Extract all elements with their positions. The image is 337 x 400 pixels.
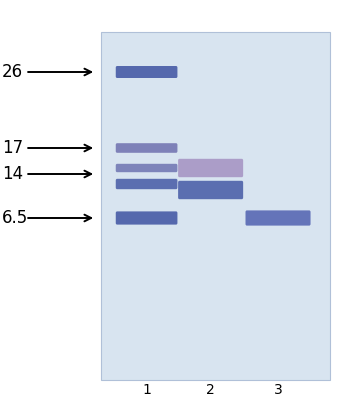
- FancyBboxPatch shape: [116, 211, 177, 225]
- FancyBboxPatch shape: [116, 164, 177, 172]
- FancyBboxPatch shape: [116, 179, 177, 189]
- Text: 1: 1: [142, 383, 151, 397]
- Text: 6.5: 6.5: [2, 209, 28, 227]
- FancyBboxPatch shape: [116, 143, 177, 153]
- FancyBboxPatch shape: [178, 181, 243, 199]
- FancyBboxPatch shape: [101, 32, 330, 380]
- FancyBboxPatch shape: [116, 66, 177, 78]
- Text: 26: 26: [2, 63, 23, 81]
- Text: 14: 14: [2, 165, 23, 183]
- FancyBboxPatch shape: [178, 159, 243, 177]
- Text: 17: 17: [2, 139, 23, 157]
- Text: 2: 2: [206, 383, 215, 397]
- FancyBboxPatch shape: [245, 210, 311, 226]
- Text: 3: 3: [274, 383, 282, 397]
